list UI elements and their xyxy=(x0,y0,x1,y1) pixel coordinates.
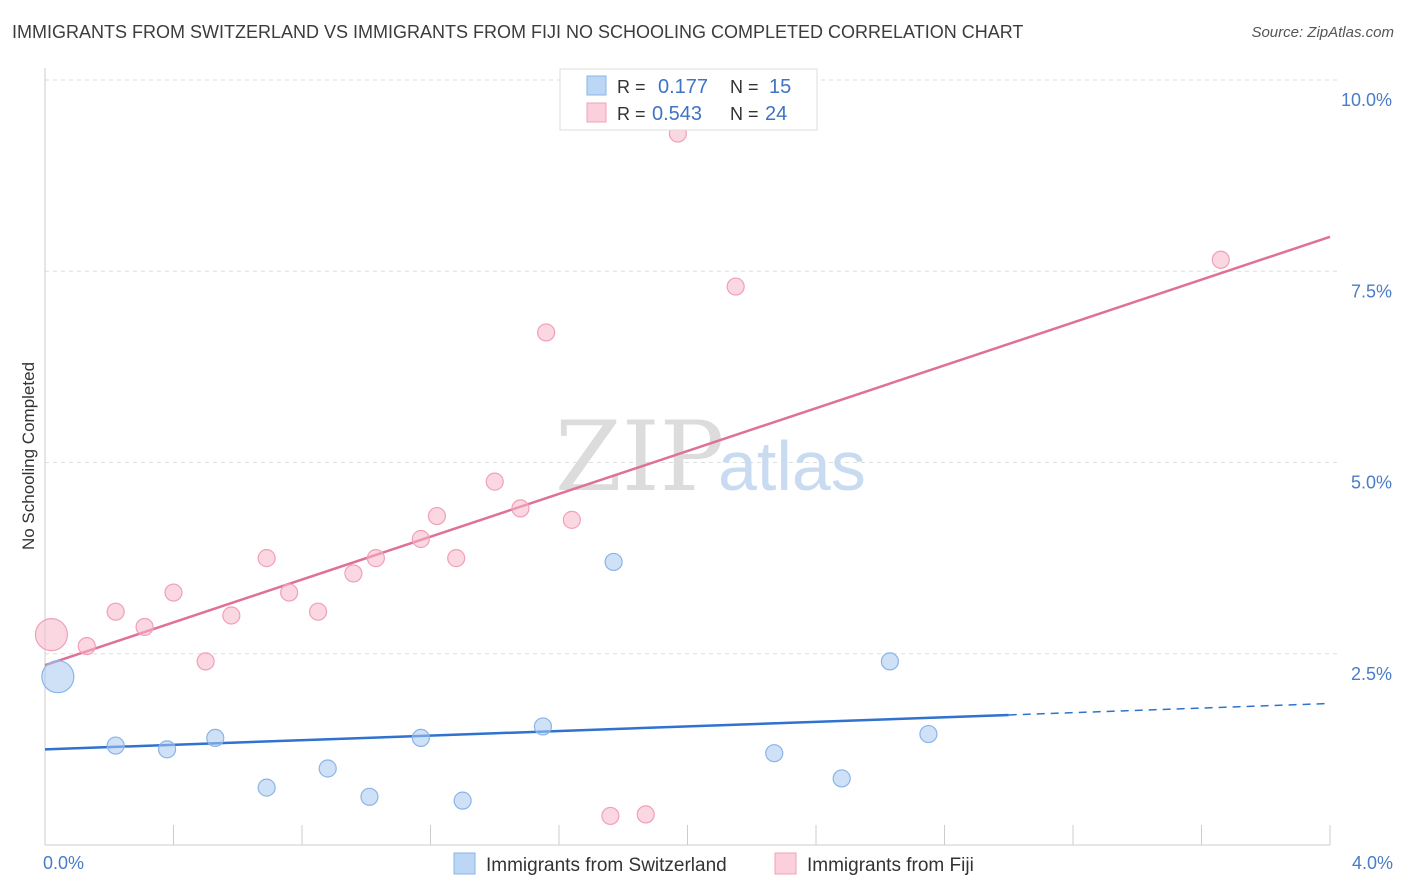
point-1-16 xyxy=(511,499,530,518)
point-1-11 xyxy=(366,549,385,568)
y-tick-label-1: 5.0% xyxy=(1351,473,1392,493)
legend-n-value-switzerland: 15 xyxy=(769,76,791,98)
grid-lines xyxy=(45,79,1338,655)
point-1-18 xyxy=(562,510,581,529)
axes xyxy=(44,68,1331,846)
legend-n-value-fiji: 24 xyxy=(765,103,787,125)
series-legend: Immigrants from Switzerland Immigrants f… xyxy=(453,852,974,876)
point-0-7 xyxy=(411,728,430,748)
point-1-19 xyxy=(601,806,620,826)
watermark: ZIP atlas xyxy=(555,401,866,513)
point-1-23 xyxy=(1211,250,1230,269)
point-1-3 xyxy=(135,617,154,637)
trend-lines xyxy=(44,235,1331,751)
point-0-10 xyxy=(604,552,623,572)
point-0-13 xyxy=(880,652,899,671)
point-1-6 xyxy=(222,606,241,625)
x-tick-label-0: 0.0% xyxy=(43,853,84,873)
series-swatch-switzerland xyxy=(453,852,476,875)
point-1-14 xyxy=(447,549,466,568)
point-0-14 xyxy=(919,724,938,744)
point-0-9 xyxy=(533,717,553,736)
legend-n-label-fiji: N = xyxy=(730,104,759,124)
point-0-3 xyxy=(206,728,225,748)
legend-r-label-switzerland: R = xyxy=(617,77,646,97)
point-0-11 xyxy=(765,744,784,763)
point-1-7 xyxy=(257,549,276,568)
point-0-8 xyxy=(453,791,472,810)
legend-n-label-switzerland: N = xyxy=(730,77,759,97)
point-0-12 xyxy=(832,769,851,788)
point-1-15 xyxy=(485,472,504,491)
series-swatch-fiji xyxy=(774,852,797,875)
point-1-4 xyxy=(164,583,183,602)
trend-line-0 xyxy=(44,713,1009,751)
correlation-legend: R = 0.177 N = 15 R = 0.543 N = 24 xyxy=(559,68,818,131)
legend-r-value-fiji: 0.543 xyxy=(652,103,702,125)
legend-r-value-switzerland: 0.177 xyxy=(658,76,708,98)
point-1-22 xyxy=(726,277,745,296)
point-0-2 xyxy=(157,740,177,759)
legend-swatch-switzerland xyxy=(586,75,607,96)
watermark-zip: ZIP xyxy=(555,401,724,513)
watermark-atlas: atlas xyxy=(718,427,866,505)
series-label-switzerland: Immigrants from Switzerland xyxy=(486,855,727,876)
point-1-17 xyxy=(537,323,556,342)
chart-title: IMMIGRANTS FROM SWITZERLAND VS IMMIGRANT… xyxy=(12,22,1024,42)
legend-r-label-fiji: R = xyxy=(617,104,646,124)
point-1-8 xyxy=(280,583,299,602)
point-1-12 xyxy=(411,529,430,549)
trend-line-1 xyxy=(44,235,1331,667)
source-credit: Source: ZipAtlas.com xyxy=(1251,24,1394,41)
y-tick-label-0: 2.5% xyxy=(1351,664,1392,684)
point-1-10 xyxy=(344,564,363,583)
point-1-0 xyxy=(34,618,69,652)
point-1-1 xyxy=(77,636,96,656)
point-0-1 xyxy=(106,736,125,755)
point-1-2 xyxy=(106,602,125,621)
point-0-4 xyxy=(257,778,276,797)
point-0-0 xyxy=(41,660,75,694)
point-1-5 xyxy=(196,652,215,671)
tick-labels: 2.5% 5.0% 7.5% 10.0% 0.0% 4.0% xyxy=(43,90,1393,873)
y-tick-label-3: 10.0% xyxy=(1341,90,1392,110)
y-axis-label: No Schooling Completed xyxy=(19,362,38,550)
point-1-20 xyxy=(636,805,655,824)
series-label-fiji: Immigrants from Fiji xyxy=(807,855,974,876)
point-0-5 xyxy=(318,759,337,778)
trend-line-extension-0 xyxy=(1008,702,1331,716)
y-tick-label-2: 7.5% xyxy=(1351,281,1392,301)
point-0-6 xyxy=(360,787,379,806)
point-1-13 xyxy=(427,506,447,526)
x-tick-label-1: 4.0% xyxy=(1352,853,1393,873)
point-1-9 xyxy=(308,602,328,621)
legend-swatch-fiji xyxy=(586,102,607,123)
